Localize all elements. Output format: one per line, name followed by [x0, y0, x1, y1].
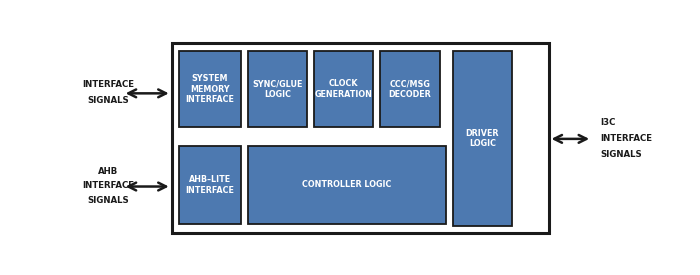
Text: INTERFACE: INTERFACE	[600, 134, 652, 143]
Text: SIGNALS: SIGNALS	[88, 196, 129, 205]
Bar	[178, 146, 241, 224]
Text: I3C: I3C	[600, 119, 615, 128]
Bar	[248, 51, 307, 127]
Bar	[248, 146, 445, 224]
Text: SIGNALS: SIGNALS	[88, 96, 129, 105]
Text: INTERFACE: INTERFACE	[82, 80, 134, 89]
Text: CCC/MSG
DECODER: CCC/MSG DECODER	[389, 79, 431, 99]
Text: DRIVER
LOGIC: DRIVER LOGIC	[466, 129, 499, 148]
Text: SYNC/GLUE
LOGIC: SYNC/GLUE LOGIC	[252, 79, 302, 99]
Text: SYSTEM
MEMORY
INTERFACE: SYSTEM MEMORY INTERFACE	[186, 74, 234, 104]
Text: INTERFACE: INTERFACE	[82, 182, 134, 190]
Bar	[172, 43, 549, 233]
Text: AHB–LITE
INTERFACE: AHB–LITE INTERFACE	[186, 175, 234, 194]
Text: SIGNALS: SIGNALS	[600, 150, 642, 159]
Bar	[453, 51, 512, 226]
Bar	[380, 51, 440, 127]
Bar	[314, 51, 373, 127]
Bar	[178, 51, 241, 127]
Text: CONTROLLER LOGIC: CONTROLLER LOGIC	[302, 180, 391, 189]
Text: CLOCK
GENERATION: CLOCK GENERATION	[314, 79, 372, 99]
Text: AHB: AHB	[98, 167, 118, 176]
